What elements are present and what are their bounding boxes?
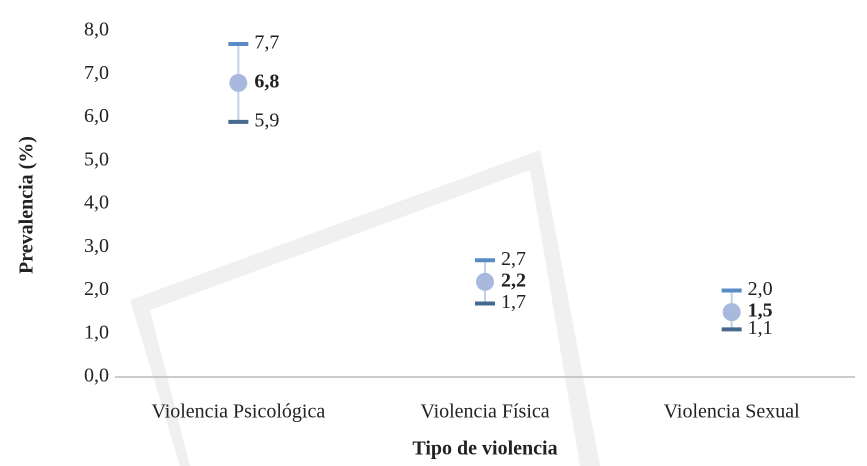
lower-label: 1,1 <box>748 317 773 339</box>
lower-label: 5,9 <box>254 109 279 131</box>
x-tick-label: Violencia Sexual <box>664 401 800 423</box>
x-tick-label: Violencia Física <box>420 401 549 423</box>
y-tick-label: 1,0 <box>84 321 109 343</box>
y-tick-label: 5,0 <box>84 148 109 170</box>
chart: Tipo de violencia Prevalencia (%) 0,0 1,0… <box>0 0 867 466</box>
point <box>723 303 741 321</box>
y-tick-label: 7,0 <box>84 62 109 84</box>
x-axis-title: Tipo de violencia <box>412 438 557 460</box>
value-label: 6,8 <box>254 70 279 92</box>
y-tick-label: 4,0 <box>84 192 109 214</box>
lower-label: 1,7 <box>501 291 526 313</box>
y-tick-label: 8,0 <box>84 19 109 41</box>
point <box>476 273 494 291</box>
point <box>229 74 247 92</box>
y-tick-label: 3,0 <box>84 235 109 257</box>
x-tick-label: Violencia Psicológica <box>151 401 325 423</box>
upper-label: 7,7 <box>254 32 279 54</box>
upper-label: 2,7 <box>501 248 526 270</box>
upper-label: 2,0 <box>748 278 773 300</box>
value-label: 2,2 <box>501 269 526 291</box>
y-tick-label: 0,0 <box>84 365 109 387</box>
y-axis-title: Prevalencia (%) <box>16 136 38 274</box>
y-tick-label: 2,0 <box>84 278 109 300</box>
y-tick-label: 6,0 <box>84 105 109 127</box>
